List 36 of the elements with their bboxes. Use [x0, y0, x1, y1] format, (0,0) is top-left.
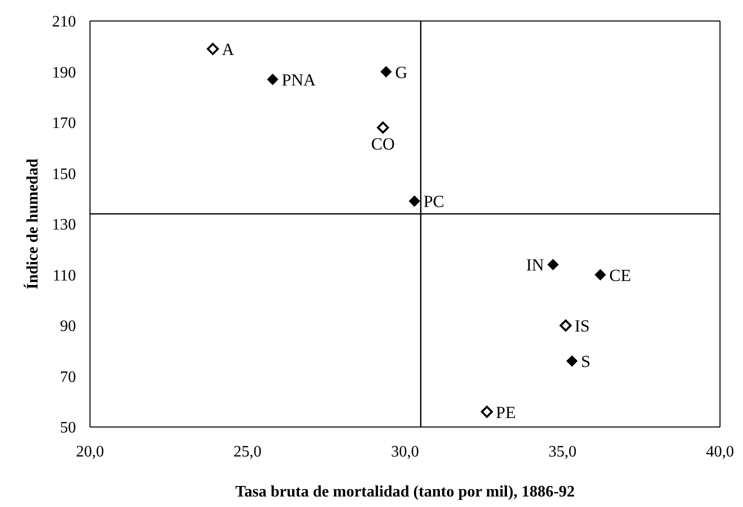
- annotation: PE: [496, 402, 516, 422]
- y-tick-label: 50: [60, 420, 76, 437]
- y-tick-label: 70: [60, 368, 76, 386]
- point: [560, 320, 572, 332]
- annotation: CE: [609, 266, 632, 285]
- annotation: PNA: [282, 70, 316, 90]
- y-tick-label: 130: [52, 216, 76, 234]
- x-tick-label: 30,0: [391, 443, 419, 460]
- point: [267, 74, 278, 85]
- annotation: IN: [526, 256, 544, 275]
- x-tick-label: 25,0: [234, 443, 262, 460]
- y-tick-label: 210: [52, 14, 76, 31]
- y-axis-title: Índice de humedad: [24, 158, 42, 290]
- annotation: CO: [371, 134, 395, 154]
- y-tick-label: 190: [52, 64, 76, 82]
- y-tick-label: 170: [52, 115, 76, 132]
- point: [548, 259, 559, 270]
- y-tick-label: 110: [52, 267, 76, 284]
- point: [376, 122, 389, 134]
- x-tick-label: 40,0: [706, 443, 734, 460]
- y-tick-label: 150: [52, 166, 76, 183]
- point: [594, 269, 606, 280]
- x-tick-label: 20,0: [76, 443, 104, 460]
- annotation: S: [580, 352, 590, 372]
- point: [206, 42, 219, 55]
- annotation: PC: [423, 192, 444, 212]
- x-axis-title: Tasa bruta de mortalidad (tanto por mil), 1886-92: [235, 483, 575, 500]
- x-tick-label: 35,0: [548, 443, 576, 460]
- point: [380, 66, 392, 78]
- y-tick-label: 90: [60, 318, 76, 336]
- annotation: A: [222, 40, 235, 59]
- annotation: G: [395, 62, 408, 82]
- annotation: IS: [574, 316, 590, 336]
- point: [480, 406, 493, 418]
- point: [408, 196, 420, 207]
- point: [566, 356, 578, 367]
